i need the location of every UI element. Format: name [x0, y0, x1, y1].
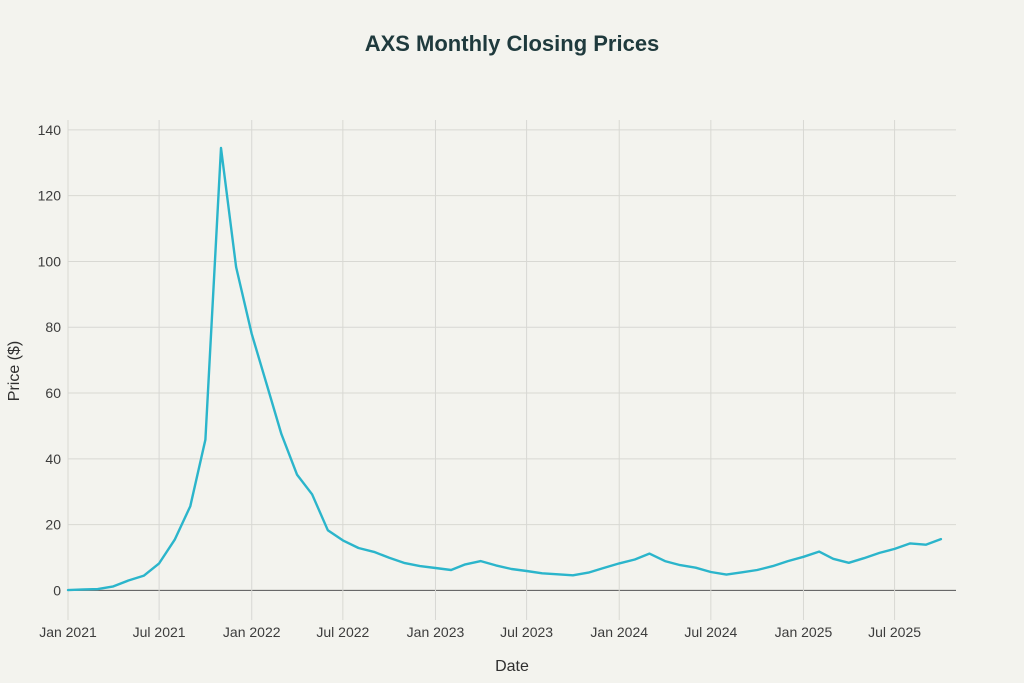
- y-axis-ticks: 0 20 40 60 80 100 120 140: [38, 122, 62, 599]
- x-axis-ticks: Jan 2021 Jul 2021 Jan 2022 Jul 2022 Jan 2023…: [39, 624, 921, 640]
- series-line: [66, 146, 943, 592]
- y-tick-label: 140: [38, 122, 62, 138]
- y-tick-label: 0: [53, 582, 61, 598]
- series-layer: [66, 146, 943, 592]
- y-tick-label: 120: [38, 188, 62, 204]
- chart-title: AXS Monthly Closing Prices: [365, 31, 660, 56]
- x-tick-label: Jul 2025: [868, 624, 921, 640]
- x-tick-label: Jan 2022: [223, 624, 281, 640]
- y-tick-label: 80: [45, 319, 61, 335]
- y-tick-label: 20: [45, 517, 61, 533]
- x-axis-title: Date: [495, 658, 529, 675]
- y-tick-label: 100: [38, 253, 62, 269]
- y-axis-title: Price ($): [6, 341, 23, 401]
- x-tick-label: Jan 2024: [590, 624, 648, 640]
- x-tick-label: Jan 2025: [775, 624, 833, 640]
- x-tick-label: Jul 2024: [684, 624, 737, 640]
- y-tick-label: 60: [45, 385, 61, 401]
- x-tick-label: Jul 2022: [316, 624, 369, 640]
- x-tick-label: Jan 2021: [39, 624, 97, 640]
- x-tick-label: Jul 2023: [500, 624, 553, 640]
- y-tick-label: 40: [45, 451, 61, 467]
- grid-lines: [67, 120, 956, 620]
- x-tick-label: Jan 2023: [407, 624, 465, 640]
- x-tick-label: Jul 2021: [133, 624, 186, 640]
